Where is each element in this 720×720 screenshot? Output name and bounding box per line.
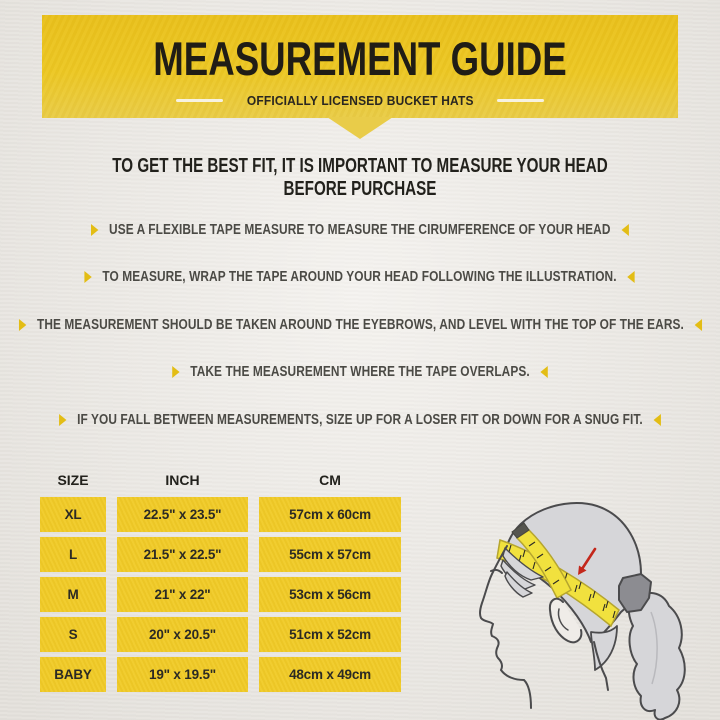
tip-text: IF YOU FALL BETWEEN MEASUREMENTS, SIZE U…	[77, 411, 643, 428]
cm-column-header: CM	[319, 472, 341, 488]
size-cell: M	[40, 577, 106, 612]
arrow-left-icon	[621, 223, 629, 236]
table-row: S 20" x 20.5" 51cm x 52cm	[40, 617, 402, 652]
tip-text: THE MEASUREMENT SHOULD BE TAKEN AROUND T…	[36, 316, 684, 333]
tip-text: USE A FLEXIBLE TAPE MEASURE TO MEASURE T…	[109, 221, 611, 238]
arrow-right-icon	[172, 366, 180, 379]
arrow-right-icon	[91, 223, 99, 236]
head-with-measuring-tape-illustration	[478, 502, 686, 720]
size-table-header: SIZE INCH CM	[40, 472, 402, 488]
cm-cell: 48cm x 49cm	[259, 657, 401, 692]
arrow-right-icon	[84, 271, 93, 284]
table-row: XL 22.5" x 23.5" 57cm x 60cm	[40, 497, 402, 532]
list-item: THE MEASUREMENT SHOULD BE TAKEN AROUND T…	[0, 301, 720, 349]
hair-fringe	[500, 547, 544, 598]
cm-cell: 51cm x 52cm	[259, 617, 401, 652]
arrow-left-icon	[540, 366, 548, 379]
intro-heading: TO GET THE BEST FIT, IT IS IMPORTANT TO …	[112, 155, 608, 200]
ponytail	[627, 591, 686, 720]
subtitle-rule-left	[175, 99, 223, 102]
face-outline	[478, 545, 609, 709]
list-item: TAKE THE MEASUREMENT WHERE THE TAPE OVER…	[0, 349, 720, 397]
inch-cell: 20" x 20.5"	[117, 617, 248, 652]
size-column-header: SIZE	[57, 472, 89, 488]
table-row: BABY 19" x 19.5" 48cm x 49cm	[40, 657, 402, 692]
size-cell: BABY	[40, 657, 106, 692]
banner-pointer-notch	[327, 117, 393, 139]
inch-cell: 19" x 19.5"	[117, 657, 248, 692]
inch-column-header: INCH	[165, 472, 200, 488]
red-arrow-icon	[578, 547, 597, 575]
tip-text: TAKE THE MEASUREMENT WHERE THE TAPE OVER…	[190, 364, 530, 381]
arrow-right-icon	[59, 413, 67, 426]
inch-cell: 22.5" x 23.5"	[117, 497, 248, 532]
table-row: M 21" x 22" 53cm x 56cm	[40, 577, 402, 612]
inch-cell: 21" x 22"	[117, 577, 248, 612]
list-item: TO MEASURE, WRAP THE TAPE AROUND YOUR HE…	[0, 254, 720, 302]
tips-list: USE A FLEXIBLE TAPE MEASURE TO MEASURE T…	[0, 206, 720, 444]
cm-cell: 53cm x 56cm	[259, 577, 401, 612]
arrow-right-icon	[18, 318, 26, 331]
list-item: IF YOU FALL BETWEEN MEASUREMENTS, SIZE U…	[0, 396, 720, 444]
inch-cell: 21.5" x 22.5"	[117, 537, 248, 572]
banner-subtitle-row: OFFICIALLY LICENSED BUCKET HATS	[42, 93, 678, 108]
size-cell: XL	[40, 497, 106, 532]
subtitle-rule-right	[497, 99, 545, 102]
cm-cell: 55cm x 57cm	[259, 537, 401, 572]
arrow-left-icon	[627, 271, 636, 284]
cm-cell: 57cm x 60cm	[259, 497, 401, 532]
size-cell: S	[40, 617, 106, 652]
header-banner: MEASUREMENT GUIDE OFFICIALLY LICENSED BU…	[42, 15, 678, 139]
scrunchie	[618, 573, 652, 613]
page-subtitle: OFFICIALLY LICENSED BUCKET HATS	[246, 93, 474, 108]
size-cell: L	[40, 537, 106, 572]
arrow-left-icon	[653, 413, 661, 426]
list-item: USE A FLEXIBLE TAPE MEASURE TO MEASURE T…	[0, 206, 720, 254]
size-table: SIZE INCH CM XL 22.5" x 23.5" 57cm x 60c…	[40, 472, 402, 697]
tip-text: TO MEASURE, WRAP THE TAPE AROUND YOUR HE…	[102, 269, 618, 286]
arrow-left-icon	[694, 318, 702, 331]
page-title: MEASUREMENT GUIDE	[153, 32, 567, 85]
table-row: L 21.5" x 22.5" 55cm x 57cm	[40, 537, 402, 572]
ear	[548, 597, 583, 644]
